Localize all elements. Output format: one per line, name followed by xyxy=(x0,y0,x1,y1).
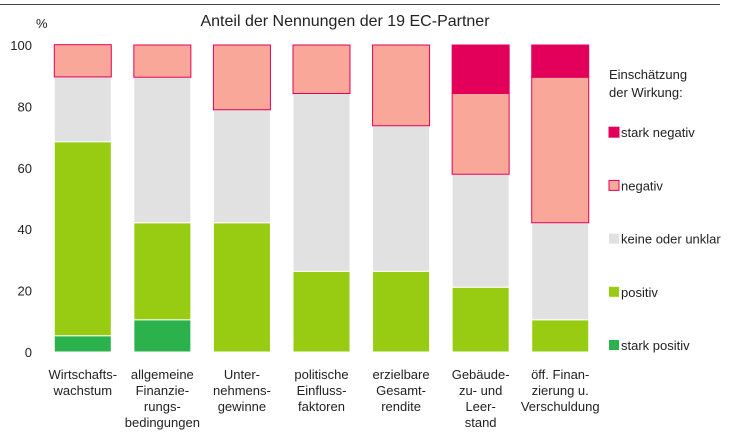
bar-segment xyxy=(53,141,112,337)
x-tick-label: politische Einfluss-faktoren xyxy=(294,367,348,414)
bar-segment xyxy=(133,222,192,321)
bar-segment xyxy=(531,44,590,78)
bar-segment xyxy=(531,222,590,321)
y-tick-label: 40 xyxy=(18,222,32,237)
bar-segment xyxy=(531,76,590,224)
bar-segment xyxy=(292,270,351,353)
legend-label: stark negativ xyxy=(621,125,695,140)
y-tick-label: 80 xyxy=(18,99,32,114)
bar-segment xyxy=(451,93,510,175)
bar-segment xyxy=(372,270,431,353)
chart-title: Anteil der Nennungen der 19 EC-Partner xyxy=(200,13,490,30)
y-tick-label: 20 xyxy=(18,284,32,299)
bar-segment xyxy=(133,319,192,353)
bar-segment xyxy=(292,93,351,272)
bar-segment xyxy=(53,44,112,78)
bar-segment xyxy=(212,222,271,353)
legend-label: positiv xyxy=(621,285,658,300)
bar-segment xyxy=(372,125,431,272)
legend-label: keine oder unklar xyxy=(621,232,721,247)
y-tick-label: 100 xyxy=(10,38,32,53)
y-tick-label: 0 xyxy=(25,345,32,360)
legend-swatch xyxy=(609,233,619,244)
bar-segment xyxy=(212,44,271,111)
legend-swatch xyxy=(608,126,620,138)
y-axis-label: % xyxy=(36,16,48,31)
legend-swatch xyxy=(609,340,619,350)
bar-segment xyxy=(133,44,192,78)
x-tick-label: Gebäude-zu- und Leer-stand xyxy=(452,367,510,430)
legend-swatch xyxy=(608,179,620,191)
bar-segment xyxy=(372,44,431,127)
bar-segment xyxy=(292,44,351,95)
legend-title: Einschätzung der Wirkung: xyxy=(609,67,687,100)
legend-label: negativ xyxy=(621,178,663,193)
x-tick-label: erzielbare Gesamt-rendite xyxy=(373,367,430,414)
bar-segment xyxy=(53,76,112,143)
bar-segment xyxy=(451,173,510,288)
y-tick-label: 60 xyxy=(18,161,32,176)
x-tick-label: öff. Finan-zierung u. Verschuldung xyxy=(521,367,600,414)
bar-segment xyxy=(53,335,112,353)
bar-segment xyxy=(451,286,510,353)
bar-segment xyxy=(133,76,192,224)
legend-label: stark positiv xyxy=(621,338,690,353)
x-tick-label: Unter-nehmens-gewinne xyxy=(213,367,271,414)
x-tick-label: allgemeine Finanzie-rungs-bedingungen xyxy=(125,367,200,430)
bar-segment xyxy=(531,319,590,353)
legend-swatch xyxy=(609,286,619,297)
x-tick-label: Wirtschafts-wachstum xyxy=(48,367,117,398)
bar-segment xyxy=(451,44,510,95)
bar-segment xyxy=(212,109,271,224)
